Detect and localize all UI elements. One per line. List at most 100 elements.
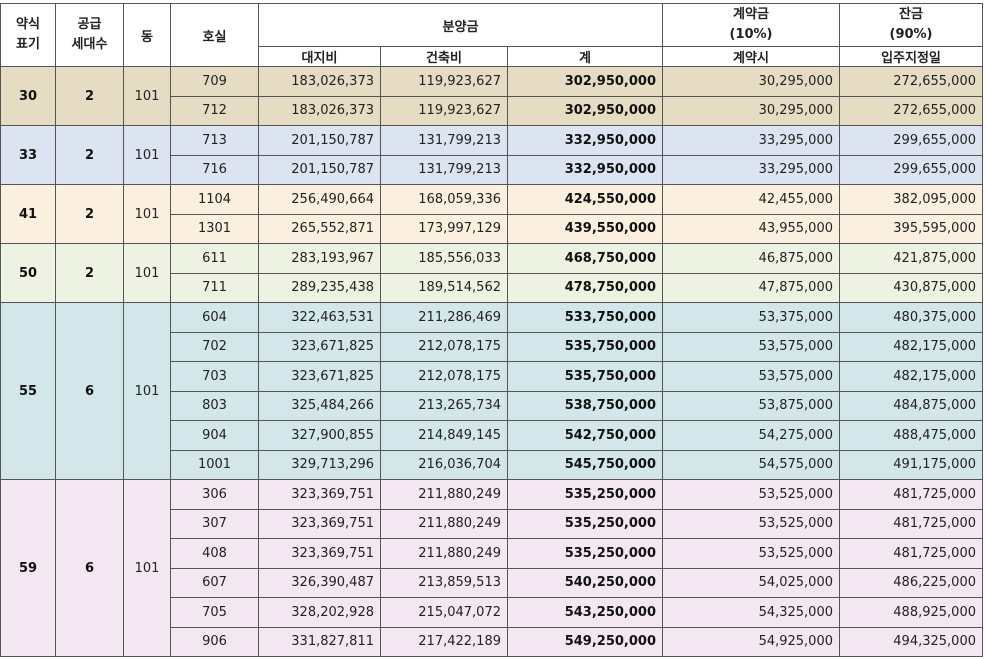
deposit-cell: 54,325,000 xyxy=(662,597,840,628)
dong-cell: 101 xyxy=(123,125,171,185)
building-cell: 217,422,189 xyxy=(380,626,508,657)
balance-cell: 480,375,000 xyxy=(839,302,983,333)
unit-cell: 716 xyxy=(170,154,259,185)
type-cell: 41 xyxy=(0,184,56,244)
header-dong: 동 xyxy=(123,3,171,67)
supply-cell: 2 xyxy=(55,243,124,303)
building-cell: 119,923,627 xyxy=(380,66,508,97)
building-cell: 213,265,734 xyxy=(380,390,508,421)
total-cell: 332,950,000 xyxy=(507,125,663,156)
table-row: 607 326,390,487 213,859,513 540,250,000 54,0… xyxy=(1,567,983,598)
total-cell: 332,950,000 xyxy=(507,154,663,185)
building-cell: 119,923,627 xyxy=(380,95,508,126)
unit-cell: 703 xyxy=(170,361,259,392)
unit-cell: 1301 xyxy=(170,213,259,244)
table-row: 41 2 101 1104 256,490,664 168,059,336 424,550,… xyxy=(0,184,983,244)
balance-cell: 484,875,000 xyxy=(839,390,983,421)
price-table: 약식 표기 공급 세대수 동 호실 분양금 계약금 (10%) 잔금 (90%)… xyxy=(0,3,983,657)
deposit-cell: 33,295,000 xyxy=(662,125,840,156)
total-cell: 439,550,000 xyxy=(507,213,663,244)
land-cell: 327,900,855 xyxy=(258,420,381,451)
total-cell: 302,950,000 xyxy=(507,66,663,97)
balance-cell: 272,655,000 xyxy=(839,66,983,97)
header-building: 건축비 xyxy=(380,46,508,67)
land-cell: 289,235,438 xyxy=(258,272,381,303)
balance-cell: 272,655,000 xyxy=(839,95,983,126)
dong-cell: 101 xyxy=(123,184,171,244)
table-row: 712 183,026,373 119,923,627 302,950,000 30,2… xyxy=(1,95,983,126)
table-row: 33 2 101 713 201,150,787 131,799,213 332,950,0… xyxy=(0,125,983,185)
unit-cell: 408 xyxy=(170,538,259,569)
unit-cell: 702 xyxy=(170,331,259,362)
dong-cell: 101 xyxy=(123,479,171,657)
table-row: 711 289,235,438 189,514,562 478,750,000 47,8… xyxy=(1,272,983,303)
land-cell: 323,369,751 xyxy=(258,538,381,569)
total-cell: 535,750,000 xyxy=(507,361,663,392)
table-row: 803 325,484,266 213,265,734 538,750,000 53,8… xyxy=(1,390,983,421)
supply-cell: 2 xyxy=(55,184,124,244)
table-row: 30 2 101 709 183,026,373 119,923,627 302,950,0… xyxy=(0,66,983,126)
deposit-cell: 42,455,000 xyxy=(662,184,840,215)
unit-cell: 306 xyxy=(170,479,259,510)
land-cell: 323,369,751 xyxy=(258,479,381,510)
header-balance: 잔금 (90%) xyxy=(839,3,983,47)
unit-cell: 607 xyxy=(170,567,259,598)
balance-cell: 481,725,000 xyxy=(839,538,983,569)
land-cell: 283,193,967 xyxy=(258,243,381,274)
total-cell: 535,250,000 xyxy=(507,479,663,510)
unit-cell: 713 xyxy=(170,125,259,156)
balance-cell: 491,175,000 xyxy=(839,449,983,480)
deposit-cell: 47,875,000 xyxy=(662,272,840,303)
unit-cell: 803 xyxy=(170,390,259,421)
unit-cell: 1001 xyxy=(170,449,259,480)
header-total: 계 xyxy=(507,46,663,67)
unit-cell: 1104 xyxy=(170,184,259,215)
header-sale-price: 분양금 xyxy=(258,3,663,47)
building-cell: 211,880,249 xyxy=(380,508,508,539)
deposit-cell: 53,525,000 xyxy=(662,538,840,569)
header-deposit-when: 계약시 xyxy=(662,46,840,67)
table-row: 705 328,202,928 215,047,072 543,250,000 54,3… xyxy=(1,597,983,628)
building-cell: 212,078,175 xyxy=(380,361,508,392)
unit-cell: 709 xyxy=(170,66,259,97)
land-cell: 329,713,296 xyxy=(258,449,381,480)
header-supply: 공급 세대수 xyxy=(55,3,124,67)
balance-cell: 481,725,000 xyxy=(839,479,983,510)
total-cell: 540,250,000 xyxy=(507,567,663,598)
building-cell: 168,059,336 xyxy=(380,184,508,215)
land-cell: 265,552,871 xyxy=(258,213,381,244)
total-cell: 545,750,000 xyxy=(507,449,663,480)
unit-cell: 711 xyxy=(170,272,259,303)
table-row: 716 201,150,787 131,799,213 332,950,000 33,2… xyxy=(1,154,983,185)
deposit-cell: 53,525,000 xyxy=(662,508,840,539)
total-cell: 302,950,000 xyxy=(507,95,663,126)
deposit-cell: 54,025,000 xyxy=(662,567,840,598)
land-cell: 322,463,531 xyxy=(258,302,381,333)
table-row: 408 323,369,751 211,880,249 535,250,000 53,5… xyxy=(1,538,983,569)
unit-cell: 611 xyxy=(170,243,259,274)
type-cell: 33 xyxy=(0,125,56,185)
table-row: 59 6 101 306 323,369,751 211,880,249 535,250,0… xyxy=(0,479,983,657)
balance-cell: 482,175,000 xyxy=(839,331,983,362)
unit-cell: 712 xyxy=(170,95,259,126)
building-cell: 189,514,562 xyxy=(380,272,508,303)
unit-cell: 604 xyxy=(170,302,259,333)
total-cell: 543,250,000 xyxy=(507,597,663,628)
dong-cell: 101 xyxy=(123,302,171,480)
land-cell: 323,671,825 xyxy=(258,361,381,392)
supply-cell: 6 xyxy=(55,302,124,480)
building-cell: 211,880,249 xyxy=(380,538,508,569)
balance-cell: 482,175,000 xyxy=(839,361,983,392)
supply-cell: 6 xyxy=(55,479,124,657)
balance-cell: 494,325,000 xyxy=(839,626,983,657)
total-cell: 538,750,000 xyxy=(507,390,663,421)
table-row: 55 6 101 604 322,463,531 211,286,469 533,750,0… xyxy=(0,302,983,480)
dong-cell: 101 xyxy=(123,243,171,303)
land-cell: 201,150,787 xyxy=(258,154,381,185)
land-cell: 325,484,266 xyxy=(258,390,381,421)
supply-cell: 2 xyxy=(55,125,124,185)
building-cell: 211,880,249 xyxy=(380,479,508,510)
table-row: 1301 265,552,871 173,997,129 439,550,000 43,… xyxy=(1,213,983,244)
deposit-cell: 53,525,000 xyxy=(662,479,840,510)
building-cell: 211,286,469 xyxy=(380,302,508,333)
